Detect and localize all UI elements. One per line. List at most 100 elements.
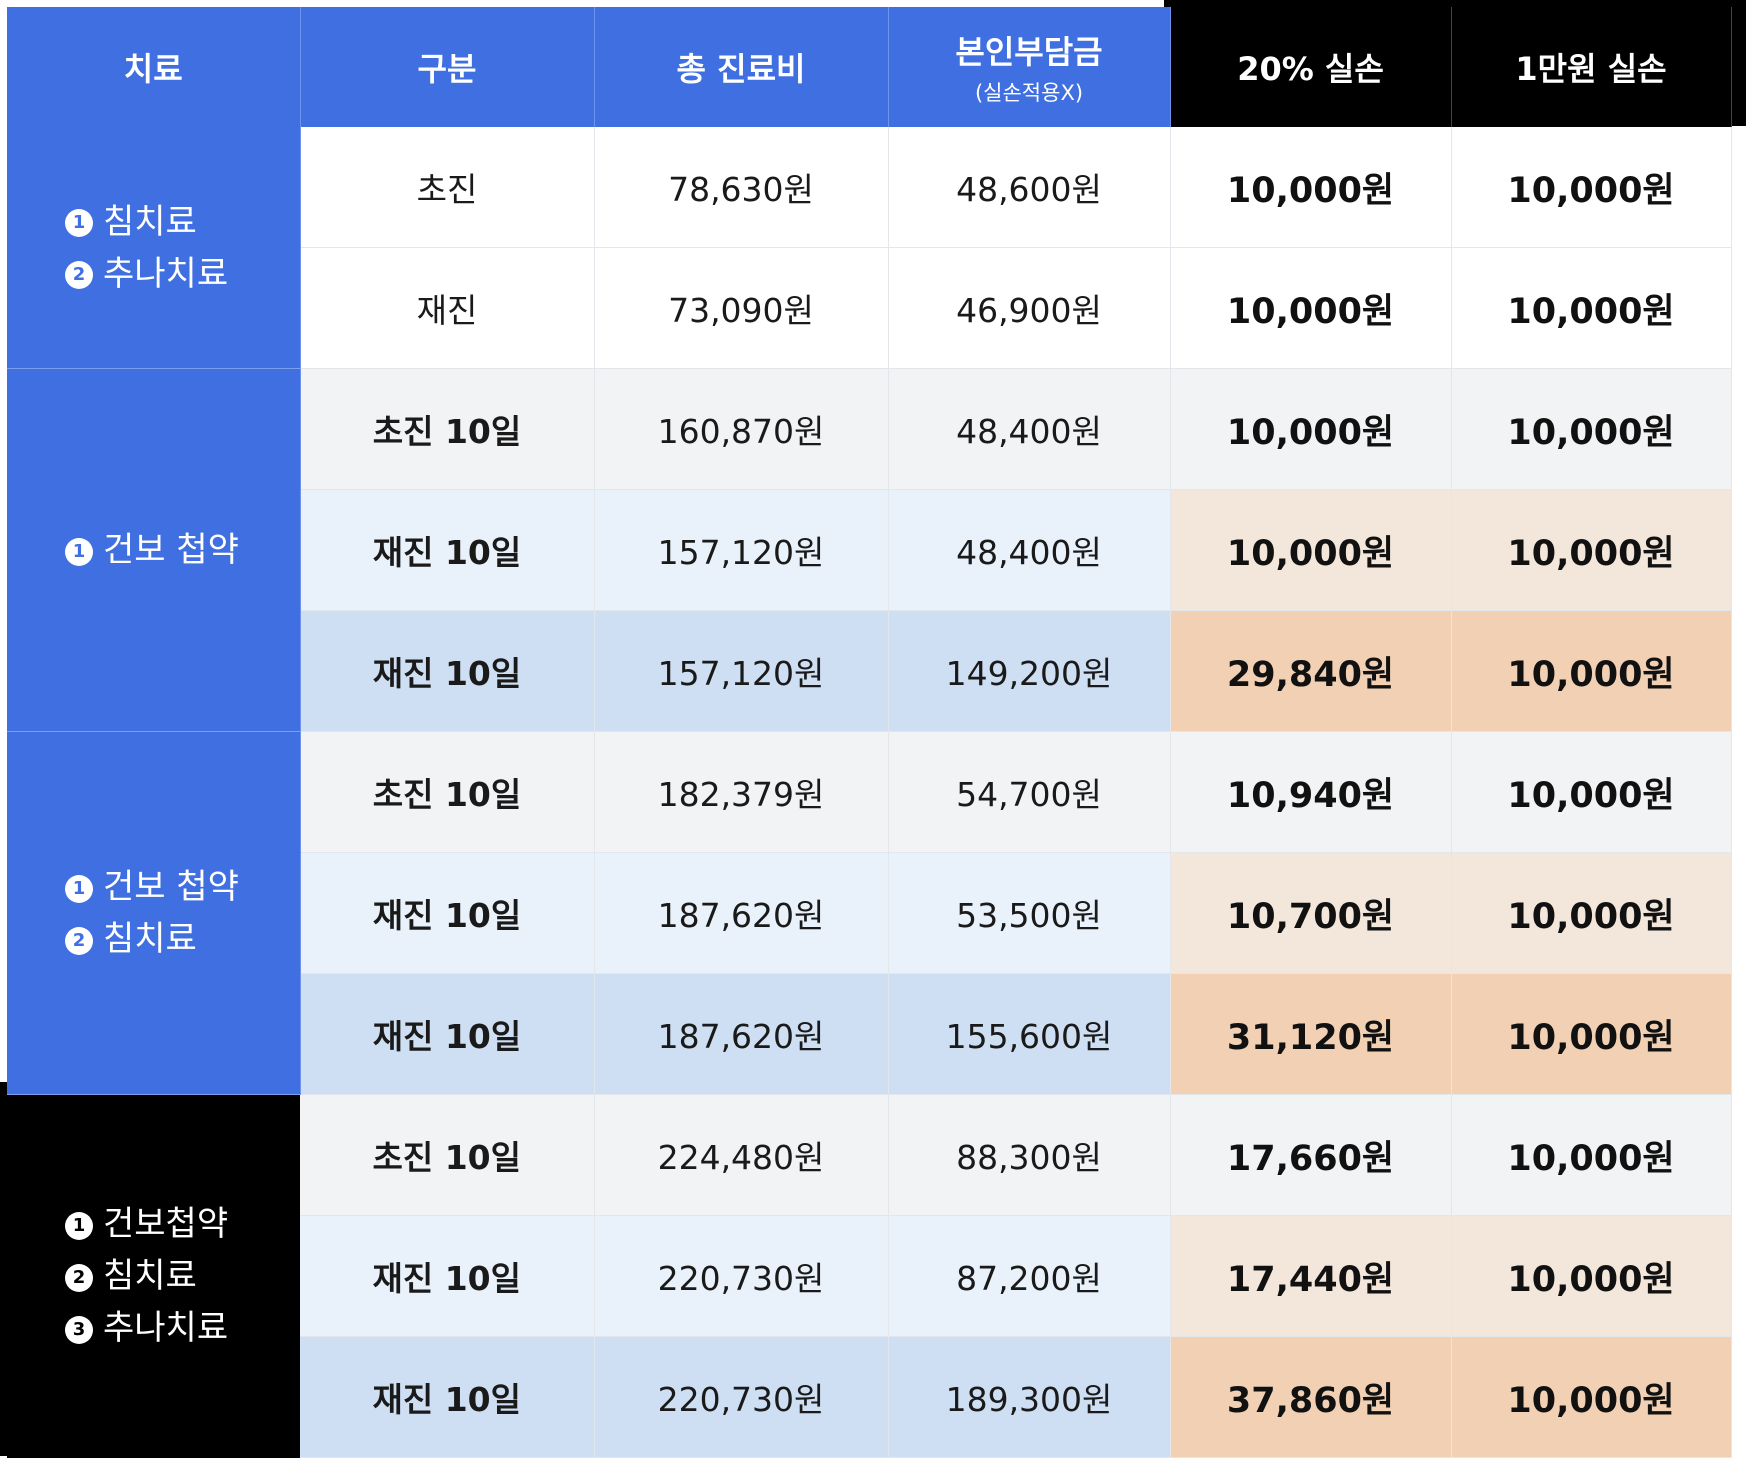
category-cell: 초진 10일: [300, 1094, 595, 1216]
total-fee-cell: 220,730원: [594, 1336, 889, 1458]
table-row: 1 건보 첩약 초진 10일 160,870원 48,400원 10,000원 1…: [7, 368, 1732, 732]
treatment-line: 1 침치료: [65, 196, 299, 248]
pct20-cell: 10,000원: [1170, 489, 1452, 611]
table-row: 1 건보첩약 2 침치료 3 추나치료 초진 10일 224,480원 88,300원…: [7, 1094, 1732, 1458]
treatment-cell: 1 건보 첩약: [7, 368, 301, 732]
number-badge-icon: 2: [65, 926, 93, 955]
table-row: 재진 10일 220,730원 189,300원 37,860원 10,000원: [7, 1336, 1732, 1458]
header-20pct-insurance: 20% 실손: [1170, 7, 1452, 127]
number-badge-icon: 1: [65, 1211, 93, 1240]
header-total-fee: 총 진료비: [594, 7, 889, 127]
treatment-line: 2 침치료: [65, 913, 299, 965]
flat10k-cell: 10,000원: [1451, 1215, 1732, 1337]
total-fee-cell: 160,870원: [594, 368, 889, 490]
flat10k-cell: 10,000원: [1451, 1094, 1732, 1216]
total-fee-cell: 220,730원: [594, 1215, 889, 1337]
copay-cell: 53,500원: [888, 852, 1171, 974]
table-row: 재진 73,090원 46,900원 10,000원 10,000원: [7, 247, 1732, 369]
flat10k-cell: 10,000원: [1451, 247, 1732, 369]
copay-cell: 54,700원: [888, 731, 1171, 853]
number-badge-icon: 1: [65, 209, 93, 237]
pct20-cell: 17,660원: [1170, 1094, 1452, 1216]
pct20-cell: 31,120원: [1170, 973, 1452, 1095]
category-cell: 재진 10일: [300, 1215, 595, 1337]
treatment-cell: 1 건보 첩약 2 침치료: [7, 731, 301, 1095]
total-fee-cell: 187,620원: [594, 852, 889, 974]
number-badge-icon: 2: [65, 1263, 93, 1292]
header-category: 구분: [300, 7, 595, 127]
header-copay-label: 본인부담금: [955, 33, 1103, 71]
number-badge-icon: 1: [65, 874, 93, 903]
flat10k-cell: 10,000원: [1451, 731, 1732, 853]
treatment-line: 1 건보 첩약: [65, 524, 299, 576]
pct20-cell: 10,940원: [1170, 731, 1452, 853]
treatment-line: 2 추나치료: [65, 248, 299, 300]
table-row: 재진 10일 187,620원 53,500원 10,700원 10,000원: [7, 852, 1732, 974]
flat10k-cell: 10,000원: [1451, 973, 1732, 1095]
header-treatment: 치료: [7, 7, 301, 127]
copay-cell: 88,300원: [888, 1094, 1171, 1216]
treatment-line: 3 추나치료: [65, 1302, 300, 1354]
copay-cell: 189,300원: [888, 1336, 1171, 1458]
number-badge-icon: 3: [65, 1315, 93, 1344]
pct20-cell: 37,860원: [1170, 1336, 1452, 1458]
flat10k-cell: 10,000원: [1451, 127, 1732, 248]
table-row: 1 건보 첩약 2 침치료 초진 10일 182,379원 54,700원 10,9…: [7, 731, 1732, 1095]
total-fee-cell: 182,379원: [594, 731, 889, 853]
copay-cell: 48,400원: [888, 368, 1171, 490]
copay-cell: 46,900원: [888, 247, 1171, 369]
category-cell: 초진 10일: [300, 368, 595, 490]
pct20-cell: 10,700원: [1170, 852, 1452, 974]
table-row: 재진 10일 157,120원 48,400원 10,000원 10,000원: [7, 489, 1732, 611]
copay-cell: 48,400원: [888, 489, 1171, 611]
treatment-line: 1 건보 첩약: [65, 861, 299, 913]
flat10k-cell: 10,000원: [1451, 610, 1732, 732]
pct20-cell: 17,440원: [1170, 1215, 1452, 1337]
header-row: 치료 구분 총 진료비 본인부담금 (실손적용X) 20% 실손 1만원 실손: [7, 7, 1732, 127]
flat10k-cell: 10,000원: [1451, 489, 1732, 611]
table-row: 재진 10일 187,620원 155,600원 31,120원 10,000원: [7, 973, 1732, 1095]
category-cell: 재진: [300, 247, 595, 369]
pct20-cell: 10,000원: [1170, 127, 1452, 248]
treatment-name: 추나치료: [103, 1308, 229, 1349]
treatment-cell: 1 건보첩약 2 침치료 3 추나치료: [7, 1094, 300, 1458]
category-cell: 재진 10일: [300, 1336, 595, 1458]
treatment-line: 2 침치료: [65, 1250, 300, 1302]
total-fee-cell: 157,120원: [594, 489, 889, 611]
treatment-name: 침치료: [103, 919, 197, 959]
treatment-line: 1 건보첩약: [65, 1198, 300, 1250]
number-badge-icon: 2: [65, 261, 93, 289]
category-cell: 재진 10일: [300, 610, 595, 732]
table-row: 재진 10일 220,730원 87,200원 17,440원 10,000원: [7, 1215, 1732, 1337]
flat10k-cell: 10,000원: [1451, 852, 1732, 974]
flat10k-cell: 10,000원: [1451, 1336, 1732, 1458]
number-badge-icon: 1: [65, 537, 93, 566]
copay-cell: 48,600원: [888, 127, 1171, 248]
treatment-cell: 1 침치료 2 추나치료: [7, 127, 301, 369]
treatment-name: 건보첩약: [103, 1204, 229, 1245]
table-row: 1 침치료 2 추나치료 초진 78,630원 48,600원 10,000원 10…: [7, 127, 1732, 369]
treatment-name: 침치료: [103, 201, 197, 242]
total-fee-cell: 157,120원: [594, 610, 889, 732]
treatment-name: 침치료: [103, 1256, 197, 1297]
total-fee-cell: 73,090원: [594, 247, 889, 369]
copay-cell: 155,600원: [888, 973, 1171, 1095]
total-fee-cell: 224,480원: [594, 1094, 889, 1216]
header-copay: 본인부담금 (실손적용X): [888, 7, 1171, 127]
pct20-cell: 29,840원: [1170, 610, 1452, 732]
category-cell: 초진: [300, 127, 595, 248]
header-copay-note: (실손적용X): [974, 81, 1084, 105]
treatment-name: 건보 첩약: [103, 867, 239, 907]
category-cell: 재진 10일: [300, 973, 595, 1095]
treatment-name: 건보 첩약: [103, 530, 239, 570]
flat10k-cell: 10,000원: [1451, 368, 1732, 490]
table-row: 재진 10일 157,120원 149,200원 29,840원 10,000원: [7, 610, 1732, 732]
header-10k-insurance: 1만원 실손: [1451, 7, 1732, 127]
treatment-name: 추나치료: [103, 253, 229, 294]
category-cell: 재진 10일: [300, 852, 595, 974]
pct20-cell: 10,000원: [1170, 247, 1452, 369]
category-cell: 재진 10일: [300, 489, 595, 611]
copay-cell: 149,200원: [888, 610, 1171, 732]
category-cell: 초진 10일: [300, 731, 595, 853]
